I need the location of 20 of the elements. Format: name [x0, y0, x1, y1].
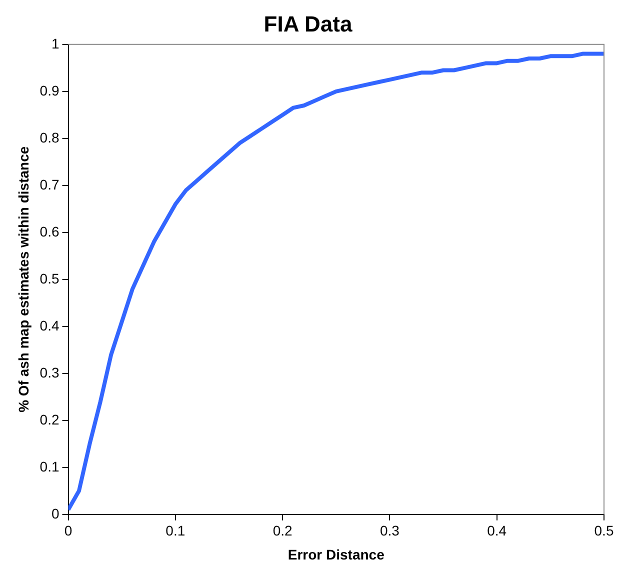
chart-title: FIA Data — [264, 11, 353, 36]
y-tick-label: 0.2 — [40, 411, 60, 428]
y-tick-label: 0.3 — [40, 364, 60, 380]
x-tick-label: 0.1 — [166, 522, 186, 539]
y-tick-label: 0.6 — [40, 223, 60, 240]
x-tick-label: 0.5 — [594, 522, 614, 539]
x-tick-label: 0.2 — [272, 522, 292, 539]
x-axis-title: Error Distance — [288, 546, 385, 562]
y-tick-label: 1 — [51, 35, 60, 52]
y-tick-label: 0.8 — [40, 129, 60, 146]
y-tick-label: 0.7 — [40, 176, 60, 192]
x-tick-label: 0.4 — [487, 522, 507, 539]
y-tick-label: 0.4 — [40, 317, 60, 334]
y-tick-label: 0 — [51, 505, 60, 522]
y-tick-label: 0.5 — [40, 270, 60, 286]
x-tick-label: 0.3 — [380, 522, 400, 539]
x-tick-label: 0 — [64, 522, 72, 539]
y-axis-title: % Of ash map estimates within distance — [15, 146, 32, 412]
y-tick-label: 0.9 — [40, 82, 60, 98]
y-tick-label: 0.1 — [40, 458, 60, 474]
